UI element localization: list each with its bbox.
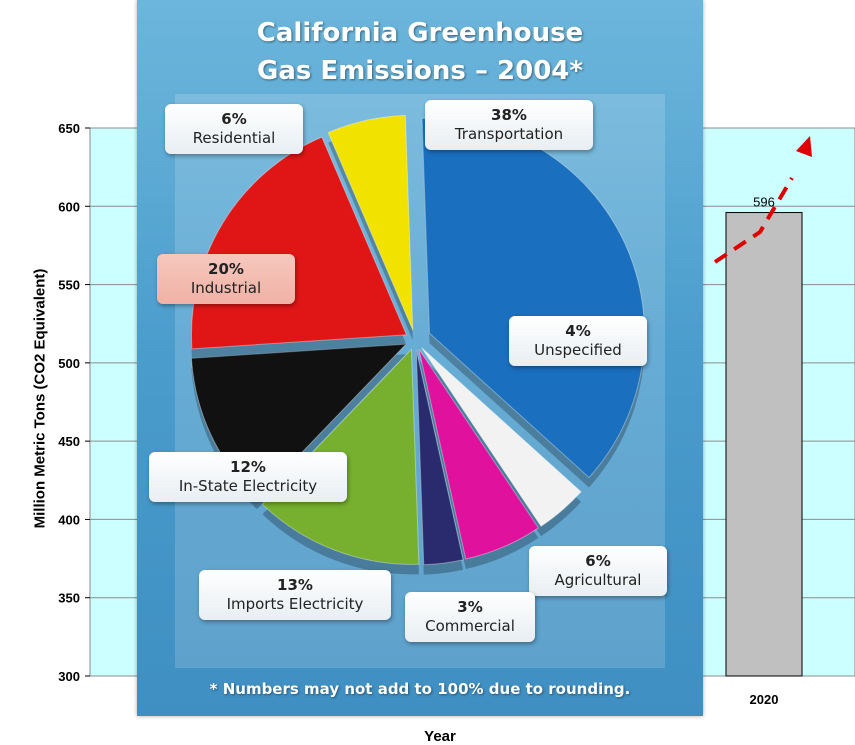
pie-title-line-2: Gas Emissions – 2004* <box>257 56 583 86</box>
callout-transportation: 38% Transportation <box>425 100 593 150</box>
bars: 596 2020 <box>725 195 803 707</box>
slice-label: In-State Electricity <box>178 477 318 495</box>
trend-arrowhead <box>796 136 812 157</box>
pie-slice-residential <box>327 114 414 331</box>
pie-slice-agricultural <box>418 348 540 560</box>
slice-label: Imports Electricity <box>226 595 364 613</box>
x-tick-label: 2020 <box>750 692 779 707</box>
y-tick-label: 300 <box>58 669 80 684</box>
slice-pct: 3% <box>457 598 483 616</box>
x-axis-label: Year <box>424 728 456 745</box>
y-axis-ticks: 300 350 400 450 500 550 600 650 <box>58 121 90 684</box>
slice-label: Unspecified <box>534 341 622 359</box>
trend-line-dashed <box>713 176 794 264</box>
slice-label: Residential <box>192 129 276 147</box>
callout-commercial: 3% Commercial <box>405 592 535 642</box>
pie-slice-commercial <box>415 349 464 566</box>
slice-pct: 13% <box>277 576 313 594</box>
slice-label: Industrial <box>190 279 262 297</box>
callout-agricultural: 6% Agricultural <box>529 546 667 596</box>
slice-pct: 38% <box>491 106 527 124</box>
bar-data-label: 596 <box>753 195 775 210</box>
y-tick-label: 650 <box>58 121 80 136</box>
slice-pct: 4% <box>565 322 591 340</box>
y-tick-label: 450 <box>58 434 80 449</box>
trend-line <box>713 136 812 264</box>
y-tick-label: 350 <box>58 591 80 606</box>
slice-pct: 12% <box>230 458 266 476</box>
slice-pct: 6% <box>221 110 247 128</box>
callout-imports-electricity: 13% Imports Electricity <box>199 570 391 620</box>
callout-industrial: 20% Industrial <box>157 254 295 304</box>
callout-in-state-electricity: 12% In-State Electricity <box>149 452 347 502</box>
y-tick-label: 600 <box>58 199 80 214</box>
pie-footnote: * Numbers may not add to 100% due to rou… <box>209 680 631 698</box>
pie-title-line-1: California Greenhouse <box>256 18 584 48</box>
bar-2020 <box>725 212 803 677</box>
callout-unspecified: 4% Unspecified <box>509 316 647 366</box>
slice-label: Transportation <box>454 125 564 143</box>
y-axis-label: Million Metric Tons (CO2 Equivalent) <box>31 268 49 529</box>
pie-slice-unspecified <box>421 347 582 527</box>
y-tick-label: 400 <box>58 512 80 527</box>
slice-label: Agricultural <box>554 571 642 589</box>
slice-pct: 6% <box>585 552 611 570</box>
y-tick-label: 550 <box>58 278 80 293</box>
slice-pct: 20% <box>208 260 244 278</box>
pie-infographic-panel: California Greenhouse Gas Emissions – 20… <box>137 0 703 716</box>
y-tick-label: 500 <box>58 356 80 371</box>
slice-label: Commercial <box>425 617 515 635</box>
callout-residential: 6% Residential <box>165 104 303 154</box>
